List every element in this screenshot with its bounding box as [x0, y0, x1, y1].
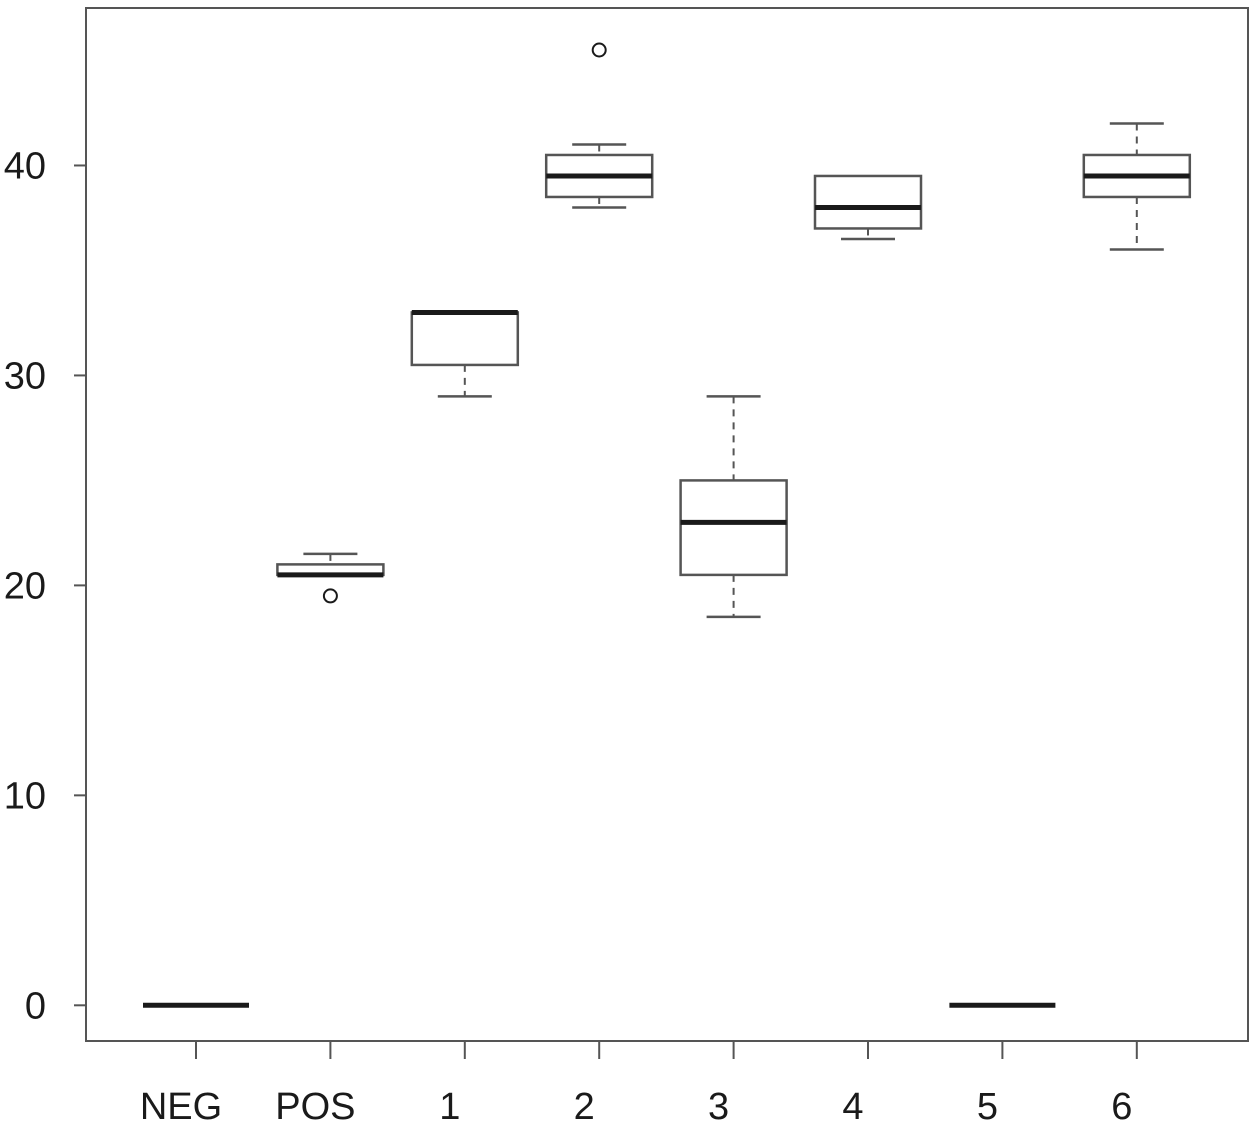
- box-1: [410, 309, 520, 398]
- box-iqr: [410, 311, 520, 367]
- x-tick-label: 6: [1111, 1086, 1132, 1128]
- x-tick-label: 1: [439, 1086, 460, 1128]
- outlier-point: [322, 588, 338, 604]
- y-tick-label: 10: [4, 775, 46, 817]
- box-2: [544, 42, 654, 209]
- box-iqr: [679, 479, 788, 577]
- box-6: [1082, 122, 1192, 251]
- plot-frame: [85, 7, 1249, 1042]
- box-3: [679, 395, 788, 619]
- y-tick-label: 20: [4, 565, 46, 607]
- x-tick-label: 5: [977, 1086, 998, 1128]
- x-tick-label: 2: [574, 1086, 595, 1128]
- box-4: [813, 174, 923, 241]
- box-POS: [276, 552, 385, 604]
- y-tick-label: 0: [25, 985, 46, 1027]
- box-series: [143, 42, 1192, 1008]
- box-iqr: [813, 174, 923, 230]
- x-tick-label: 3: [708, 1086, 729, 1128]
- outlier-point: [591, 42, 607, 58]
- x-tick-label: POS: [275, 1086, 355, 1128]
- x-tick-label: 4: [842, 1086, 863, 1128]
- y-tick-label: 30: [4, 355, 46, 397]
- y-tick-label: 40: [4, 145, 46, 187]
- y-axis: 0 10 20 30 40: [4, 145, 86, 1027]
- x-tick-label: NEG: [140, 1086, 222, 1128]
- x-axis: NEG POS 1 2 3 4 5 6: [140, 1041, 1138, 1128]
